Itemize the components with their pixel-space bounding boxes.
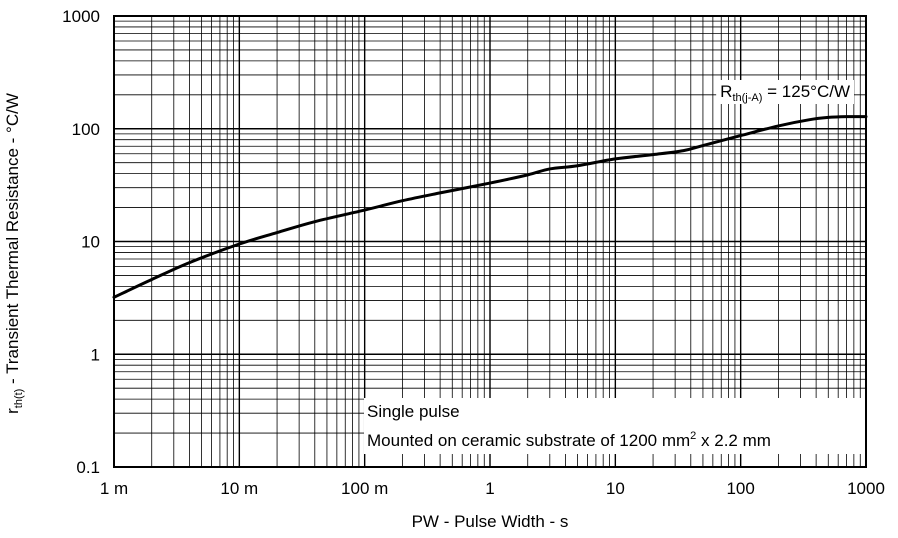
x-tick-label: 1 (485, 479, 494, 498)
y-tick-label: 0.1 (76, 458, 100, 477)
single-pulse-label: Single pulse (367, 402, 460, 421)
y-tick-label: 1000 (62, 7, 100, 26)
grid-major (113, 16, 866, 468)
series-line (112, 115, 868, 299)
series-layer (112, 115, 868, 299)
y-axis-title: rth(t) - Transient Thermal Resistance - … (3, 93, 25, 414)
y-axis-title-main: r (3, 408, 22, 414)
y-axis-title-sub: th(t) (13, 389, 25, 409)
mounting-sup: 2 (690, 430, 696, 442)
x-tick-label: 10 (606, 479, 625, 498)
x-tick-label: 1000 (847, 479, 885, 498)
x-tick-label: 100 m (341, 479, 388, 498)
rth-annotation: Rth(j-A) = 125°C/W (720, 82, 850, 104)
rth-sub: th(j-A) (732, 92, 762, 104)
y-tick-label: 1 (91, 345, 100, 364)
rth-main: R (720, 82, 732, 101)
x-tick-label: 1 m (100, 479, 128, 498)
conditions-box (364, 398, 865, 454)
x-tick-labels: 1 m 10 m 100 m 1 10 100 1000 (100, 479, 885, 498)
mounting-condition-label: Mounted on ceramic substrate of 1200 mm2… (367, 430, 771, 450)
plot-frame (113, 15, 867, 468)
x-axis-title: PW - Pulse Width - s (412, 512, 569, 531)
rth-annotation-box (716, 80, 854, 104)
y-axis-title-rest: - Transient Thermal Resistance - °C/W (3, 93, 22, 389)
x-tick-label: 10 m (220, 479, 258, 498)
y-tick-labels: 0.1 1 10 100 1000 (62, 7, 100, 477)
mounting-main: Mounted on ceramic substrate of 1200 mm (367, 431, 690, 450)
rth-rest: = 125°C/W (762, 82, 850, 101)
y-tick-label: 10 (81, 233, 100, 252)
y-tick-label: 100 (72, 120, 100, 139)
mounting-rest: x 2.2 mm (696, 431, 771, 450)
x-tick-label: 100 (726, 479, 754, 498)
